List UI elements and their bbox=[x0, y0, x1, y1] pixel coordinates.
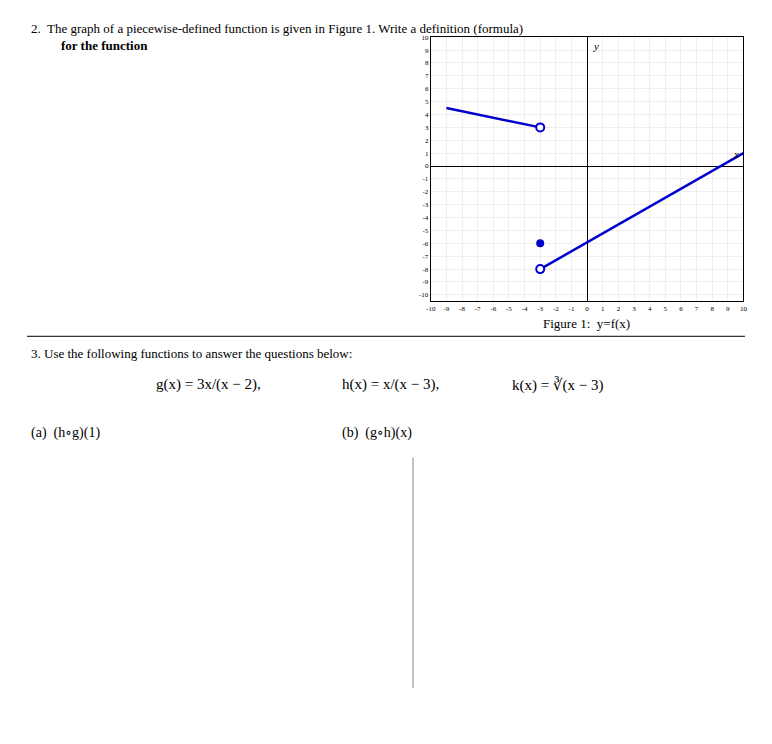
svg-text:-8: -8 bbox=[459, 305, 465, 313]
svg-text:y: y bbox=[593, 40, 599, 52]
svg-text:3: 3 bbox=[632, 305, 636, 313]
svg-text:-10: -10 bbox=[419, 291, 429, 299]
svg-text:g(x) = 3x/(x − 2),: g(x) = 3x/(x − 2), bbox=[156, 376, 261, 393]
svg-text:5: 5 bbox=[664, 305, 668, 313]
svg-text:-9: -9 bbox=[423, 278, 429, 286]
svg-text:2: 2 bbox=[617, 305, 621, 313]
svg-text:3: 3 bbox=[425, 124, 429, 132]
svg-text:-7: -7 bbox=[423, 253, 429, 261]
svg-text:-3: -3 bbox=[537, 305, 543, 313]
svg-text:-5: -5 bbox=[423, 227, 429, 235]
svg-text:4: 4 bbox=[648, 305, 652, 313]
svg-text:k(x) = ∛(x − 3): k(x) = ∛(x − 3) bbox=[512, 376, 603, 394]
svg-text:2. The graph of a piecewise-d: 2. The graph of a piecewise-defined func… bbox=[31, 21, 523, 36]
svg-text:(b) (g∘h)(x): (b) (g∘h)(x) bbox=[342, 425, 412, 441]
svg-text:1: 1 bbox=[425, 150, 429, 158]
svg-text:-6: -6 bbox=[423, 240, 429, 248]
svg-text:7: 7 bbox=[695, 305, 699, 313]
svg-text:-4: -4 bbox=[423, 214, 429, 222]
svg-text:-10: -10 bbox=[426, 305, 436, 313]
svg-text:-6: -6 bbox=[490, 305, 496, 313]
svg-text:6: 6 bbox=[425, 85, 429, 93]
svg-text:9: 9 bbox=[726, 305, 730, 313]
svg-text:10: 10 bbox=[421, 34, 429, 42]
svg-text:-8: -8 bbox=[423, 266, 429, 274]
svg-text:4: 4 bbox=[425, 111, 429, 119]
svg-text:1: 1 bbox=[601, 305, 605, 313]
svg-text:0: 0 bbox=[585, 305, 589, 313]
svg-text:7: 7 bbox=[425, 72, 429, 80]
svg-text:8: 8 bbox=[710, 305, 714, 313]
svg-text:-2: -2 bbox=[553, 305, 559, 313]
svg-text:-1: -1 bbox=[423, 175, 429, 183]
svg-text:2: 2 bbox=[425, 137, 429, 145]
svg-text:(a) (h∘g)(1): (a) (h∘g)(1) bbox=[31, 425, 100, 441]
svg-text:-1: -1 bbox=[569, 305, 575, 313]
svg-text:-7: -7 bbox=[475, 305, 481, 313]
svg-text:0: 0 bbox=[425, 162, 429, 170]
svg-text:for the function: for the function bbox=[61, 38, 148, 53]
svg-text:-2: -2 bbox=[423, 188, 429, 196]
svg-text:8: 8 bbox=[425, 59, 429, 67]
svg-text:-3: -3 bbox=[423, 201, 429, 209]
svg-text:-4: -4 bbox=[522, 305, 528, 313]
svg-text:-9: -9 bbox=[443, 305, 449, 313]
svg-text:10: 10 bbox=[740, 305, 748, 313]
svg-text:Figure 1: y=f(x): Figure 1: y=f(x) bbox=[543, 316, 630, 331]
svg-text:5: 5 bbox=[425, 98, 429, 106]
svg-text:x: x bbox=[733, 148, 739, 160]
svg-text:9: 9 bbox=[425, 47, 429, 55]
svg-text:3. Use the following functions: 3. Use the following functions to answer… bbox=[31, 346, 352, 361]
svg-text:h(x) = x/(x − 3),: h(x) = x/(x − 3), bbox=[342, 376, 439, 393]
svg-text:6: 6 bbox=[679, 305, 683, 313]
svg-text:-5: -5 bbox=[506, 305, 512, 313]
